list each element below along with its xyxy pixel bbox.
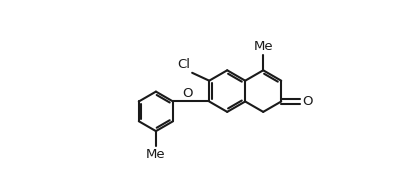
Text: O: O: [302, 95, 313, 108]
Text: O: O: [182, 86, 193, 100]
Text: Me: Me: [146, 148, 166, 161]
Text: Me: Me: [253, 40, 273, 53]
Text: Cl: Cl: [178, 58, 191, 71]
